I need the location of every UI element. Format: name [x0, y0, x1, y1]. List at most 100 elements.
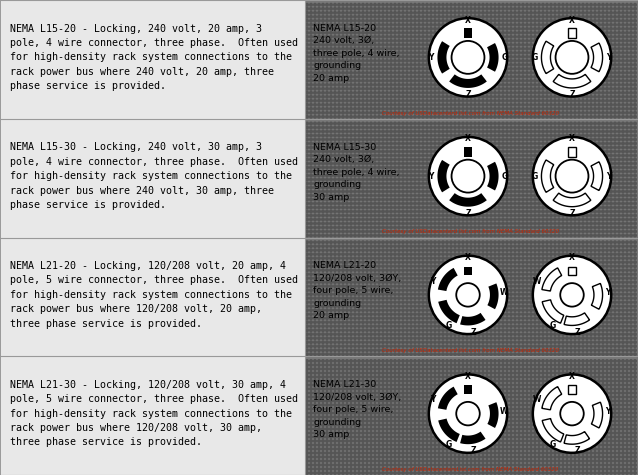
Circle shape: [422, 99, 424, 102]
Circle shape: [577, 71, 581, 74]
Circle shape: [634, 281, 636, 284]
Circle shape: [342, 269, 345, 272]
Circle shape: [630, 432, 632, 434]
Circle shape: [510, 321, 512, 323]
Circle shape: [362, 245, 364, 247]
Circle shape: [630, 345, 632, 348]
Circle shape: [582, 158, 584, 161]
Circle shape: [634, 226, 636, 229]
Circle shape: [602, 440, 604, 442]
Circle shape: [362, 234, 364, 237]
Circle shape: [558, 261, 560, 264]
Circle shape: [570, 115, 572, 118]
Circle shape: [410, 372, 412, 374]
Circle shape: [406, 126, 408, 129]
Circle shape: [338, 273, 340, 276]
Circle shape: [566, 444, 568, 446]
Circle shape: [634, 301, 636, 304]
Circle shape: [482, 345, 484, 348]
Circle shape: [374, 321, 376, 323]
Circle shape: [538, 11, 540, 14]
Circle shape: [450, 95, 452, 98]
Circle shape: [522, 428, 524, 430]
Circle shape: [517, 39, 521, 42]
Circle shape: [473, 376, 477, 378]
Circle shape: [550, 309, 553, 312]
Circle shape: [342, 376, 345, 378]
Circle shape: [438, 194, 440, 197]
Circle shape: [602, 107, 604, 110]
Circle shape: [382, 349, 384, 352]
Circle shape: [422, 325, 424, 328]
Circle shape: [462, 56, 464, 58]
Circle shape: [482, 76, 484, 78]
Circle shape: [526, 115, 528, 118]
Circle shape: [369, 269, 373, 272]
Circle shape: [322, 281, 324, 284]
Circle shape: [610, 281, 612, 284]
Circle shape: [610, 234, 612, 237]
Circle shape: [570, 277, 572, 280]
Circle shape: [466, 194, 468, 197]
Circle shape: [334, 245, 336, 247]
Circle shape: [322, 440, 324, 442]
Circle shape: [434, 134, 436, 137]
Circle shape: [577, 372, 581, 374]
Circle shape: [582, 8, 584, 10]
Circle shape: [506, 416, 508, 418]
Circle shape: [410, 460, 412, 462]
Circle shape: [309, 230, 312, 233]
Circle shape: [413, 285, 417, 287]
Circle shape: [386, 95, 389, 98]
Circle shape: [434, 337, 436, 340]
Circle shape: [618, 162, 620, 165]
Circle shape: [318, 59, 320, 62]
Circle shape: [366, 48, 368, 50]
Circle shape: [542, 71, 544, 74]
Circle shape: [561, 104, 564, 106]
Circle shape: [466, 8, 468, 10]
Circle shape: [498, 424, 500, 426]
Circle shape: [322, 432, 324, 434]
Circle shape: [382, 460, 384, 462]
Circle shape: [550, 71, 553, 74]
Circle shape: [621, 333, 625, 335]
Circle shape: [566, 234, 568, 237]
Circle shape: [577, 36, 581, 38]
Circle shape: [614, 249, 616, 252]
Circle shape: [446, 277, 449, 280]
Circle shape: [450, 281, 452, 284]
Circle shape: [406, 198, 408, 201]
Circle shape: [621, 317, 625, 320]
Circle shape: [397, 51, 400, 54]
Circle shape: [434, 341, 436, 343]
Circle shape: [602, 376, 604, 378]
Circle shape: [522, 353, 524, 356]
Circle shape: [450, 138, 452, 141]
Circle shape: [330, 448, 332, 450]
Circle shape: [378, 265, 380, 267]
Circle shape: [386, 56, 389, 58]
Circle shape: [338, 230, 340, 233]
Circle shape: [446, 281, 449, 284]
Circle shape: [630, 436, 632, 438]
Circle shape: [498, 305, 500, 307]
Circle shape: [506, 249, 508, 252]
Circle shape: [338, 104, 340, 106]
Circle shape: [545, 384, 548, 386]
Circle shape: [574, 305, 576, 307]
Circle shape: [426, 305, 428, 307]
Circle shape: [566, 170, 568, 173]
Circle shape: [366, 384, 368, 386]
Text: Z: Z: [575, 328, 581, 337]
Circle shape: [482, 424, 484, 426]
Circle shape: [630, 380, 632, 382]
Circle shape: [630, 285, 632, 287]
Circle shape: [402, 23, 404, 26]
Circle shape: [362, 301, 364, 304]
Circle shape: [582, 468, 584, 470]
Circle shape: [626, 222, 628, 225]
Circle shape: [618, 76, 620, 78]
Circle shape: [534, 388, 537, 390]
Circle shape: [466, 333, 468, 335]
